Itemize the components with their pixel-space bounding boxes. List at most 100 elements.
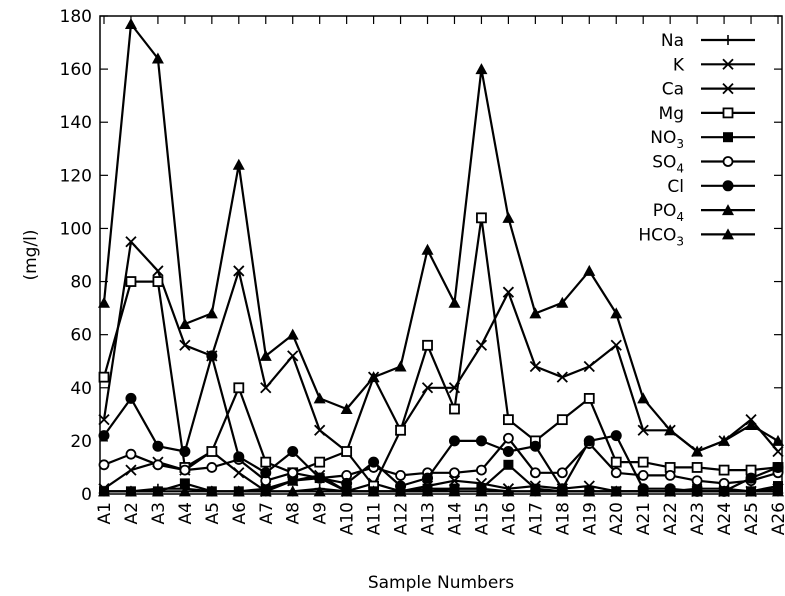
data-point-so4 bbox=[98, 459, 110, 471]
y-tick-label: 40 bbox=[70, 379, 92, 399]
data-point-so4 bbox=[610, 467, 622, 479]
data-point-mg bbox=[476, 212, 487, 224]
data-point-po4 bbox=[556, 485, 569, 497]
data-point-so4 bbox=[556, 467, 568, 479]
data-point-po4 bbox=[421, 485, 434, 497]
series-po4 bbox=[98, 485, 784, 497]
x-tick-label: A12 bbox=[392, 502, 412, 535]
x-tick-label: A6 bbox=[230, 502, 250, 524]
legend-marker bbox=[722, 156, 734, 167]
data-point-po4 bbox=[718, 485, 731, 497]
data-point-po4 bbox=[583, 485, 596, 497]
data-point-cl bbox=[745, 472, 757, 484]
data-point-ca bbox=[314, 424, 326, 436]
legend-label: Cl bbox=[667, 177, 684, 197]
data-point-hco3 bbox=[691, 445, 704, 457]
data-point-mg bbox=[152, 276, 164, 287]
legend-marker bbox=[722, 228, 734, 240]
data-point-so4 bbox=[637, 470, 649, 481]
data-point-po4 bbox=[502, 485, 515, 497]
data-point-mg bbox=[125, 276, 137, 287]
data-point-hco3 bbox=[205, 307, 218, 319]
data-point-mg bbox=[260, 456, 272, 468]
legend-label: HCO3 bbox=[638, 225, 684, 248]
legend-marker bbox=[722, 58, 734, 70]
plot-frame bbox=[99, 15, 783, 495]
data-point-mg bbox=[206, 446, 218, 457]
data-point-cl bbox=[260, 467, 272, 479]
data-point-hco3 bbox=[745, 418, 758, 430]
x-tick-label: A26 bbox=[769, 502, 785, 535]
data-point-mg bbox=[314, 456, 326, 468]
data-point-po4 bbox=[772, 485, 784, 497]
data-point-hco3 bbox=[475, 63, 488, 75]
data-point-cl bbox=[314, 472, 326, 484]
data-point-mg bbox=[98, 371, 110, 383]
legend-label-subscript: 4 bbox=[676, 210, 684, 224]
y-axis-title: (mg/l) bbox=[21, 229, 41, 280]
data-point-po4 bbox=[691, 485, 704, 497]
legend-marker bbox=[722, 204, 734, 216]
data-point-hco3 bbox=[98, 296, 110, 308]
x-tick-label: A2 bbox=[122, 502, 142, 524]
data-point-mg bbox=[449, 403, 460, 415]
data-point-so4 bbox=[206, 462, 218, 473]
legend-item-no3: NO3 bbox=[650, 128, 755, 151]
data-point-so4 bbox=[125, 448, 137, 460]
y-tick-label: 80 bbox=[70, 273, 92, 293]
data-point-po4 bbox=[151, 485, 164, 497]
data-point-no3 bbox=[179, 478, 190, 489]
data-point-ca bbox=[583, 360, 595, 373]
y-tick-label: 0 bbox=[81, 485, 92, 505]
data-point-so4 bbox=[476, 464, 487, 476]
y-tick-label: 140 bbox=[60, 113, 92, 133]
legend-label: NO3 bbox=[650, 128, 684, 151]
data-point-so4 bbox=[449, 467, 460, 479]
data-point-cl bbox=[448, 435, 460, 447]
data-point-hco3 bbox=[286, 328, 299, 340]
data-point-so4 bbox=[529, 467, 541, 479]
legend-label-subscript: 4 bbox=[676, 162, 684, 176]
legend-marker bbox=[723, 35, 733, 45]
data-point-ca bbox=[556, 371, 568, 383]
x-tick-label: A25 bbox=[742, 502, 762, 535]
x-tick-label: A5 bbox=[203, 502, 223, 524]
legend-marker bbox=[722, 180, 734, 192]
data-point-po4 bbox=[259, 485, 272, 497]
legend-item-cl: Cl bbox=[667, 177, 755, 197]
data-point-mg bbox=[637, 456, 649, 468]
data-point-ca bbox=[179, 339, 191, 351]
data-point-so4 bbox=[395, 470, 406, 481]
data-point-cl bbox=[610, 430, 622, 442]
x-tick-label: A21 bbox=[634, 502, 654, 535]
series-line-k bbox=[103, 450, 779, 493]
legend-marker bbox=[723, 132, 733, 143]
x-tick-label: A20 bbox=[607, 502, 627, 535]
data-point-cl bbox=[341, 477, 353, 489]
data-point-no3 bbox=[287, 475, 298, 486]
series-ca bbox=[98, 236, 784, 458]
x-tick-label: A8 bbox=[284, 502, 304, 524]
x-tick-label: A7 bbox=[257, 502, 277, 524]
data-point-hco3 bbox=[637, 392, 650, 404]
data-point-hco3 bbox=[367, 371, 380, 383]
legend-label: K bbox=[673, 55, 685, 75]
data-point-so4 bbox=[179, 464, 191, 476]
series-so4 bbox=[98, 432, 784, 489]
series-cl bbox=[98, 350, 784, 497]
data-point-ca bbox=[637, 424, 649, 436]
data-point-cl bbox=[529, 440, 541, 452]
data-point-ca bbox=[152, 265, 164, 277]
data-point-ca bbox=[287, 350, 299, 362]
data-point-mg bbox=[395, 424, 406, 436]
legend-label-subscript: 3 bbox=[676, 137, 684, 151]
x-tick-label: A1 bbox=[95, 502, 115, 524]
data-point-no3 bbox=[503, 459, 514, 470]
data-point-cl bbox=[233, 451, 245, 463]
data-point-so4 bbox=[664, 470, 676, 481]
data-point-so4 bbox=[287, 467, 299, 479]
data-point-ca bbox=[475, 339, 488, 351]
y-tick-label: 100 bbox=[60, 219, 92, 239]
data-point-so4 bbox=[502, 432, 514, 444]
y-axis-ticks: 0 20 40 60 80 100 120 140 160 180 bbox=[60, 7, 782, 505]
